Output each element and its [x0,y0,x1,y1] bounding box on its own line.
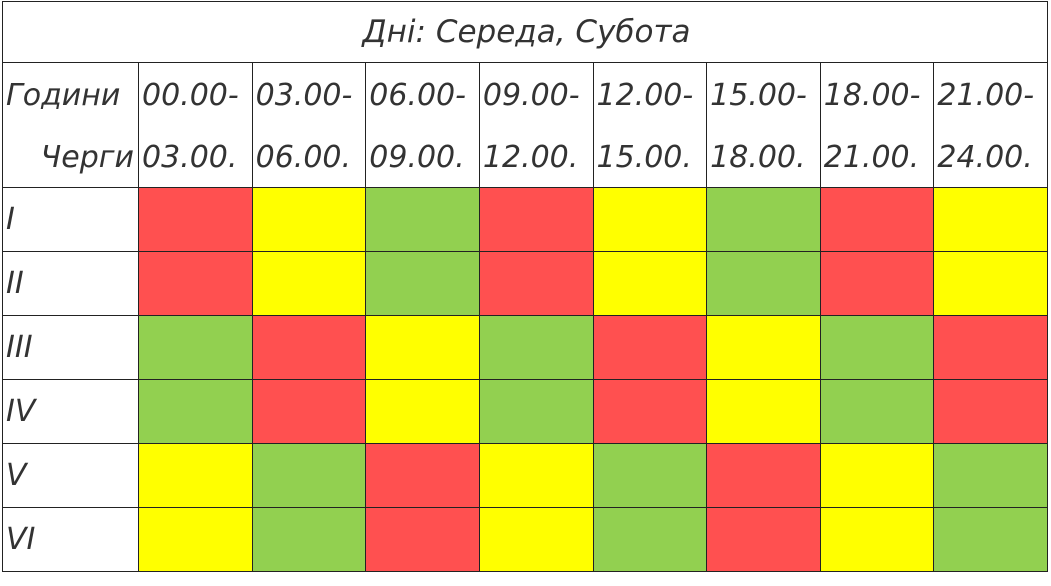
status-cell [706,315,821,380]
queue-row: V [2,443,1048,508]
hour-end: 12.00. [478,127,594,188]
status-cell [933,251,1048,316]
hour-start: 00.00- [138,62,253,127]
queue-row: II [2,251,1048,316]
hour-end: 15.00. [592,127,708,188]
queue-row: IV [2,379,1048,444]
status-cell [592,507,708,572]
hour-start: 03.00- [251,62,367,127]
queue-label: VI [2,507,139,572]
status-cell [251,379,367,444]
status-cell [592,187,708,252]
status-cell [365,443,480,508]
queue-label: III [2,315,139,380]
status-cell [592,251,708,316]
status-cell [138,315,253,380]
status-cell [365,187,480,252]
title-row: Дні: Середа, Субота [2,1,1048,63]
status-cell [138,443,253,508]
status-cell [819,379,935,444]
queues-label: Черги [2,127,139,188]
status-cell [251,443,367,508]
hour-end: 18.00. [706,127,821,188]
status-cell [478,187,594,252]
status-cell [819,251,935,316]
hour-end: 03.00. [138,127,253,188]
queue-row: VI [2,507,1048,572]
status-cell [819,187,935,252]
status-cell [592,315,708,380]
status-cell [478,507,594,572]
status-cell [478,251,594,316]
status-cell [706,507,821,572]
hour-end: 21.00. [819,127,935,188]
status-cell [933,443,1048,508]
status-cell [365,251,480,316]
status-cell [251,507,367,572]
queue-label: V [2,443,139,508]
hour-start: 09.00- [478,62,594,127]
queue-row: III [2,315,1048,380]
queue-row: I [2,187,1048,252]
hour-start: 21.00- [933,62,1048,127]
hour-start: 06.00- [365,62,480,127]
status-cell [365,315,480,380]
status-cell [138,379,253,444]
status-cell [592,379,708,444]
status-cell [251,187,367,252]
status-cell [251,251,367,316]
status-cell [933,379,1048,444]
status-cell [138,507,253,572]
table-body: Дні: Середа, Субота Години 00.00- 03.00- 06… [2,1,1048,572]
status-cell [933,187,1048,252]
status-cell [706,187,821,252]
status-cell [819,443,935,508]
status-cell [933,507,1048,572]
status-cell [706,251,821,316]
status-cell [138,187,253,252]
hour-end: 06.00. [251,127,367,188]
schedule-table: Дні: Середа, Субота Години 00.00- 03.00- 06… [2,1,1048,572]
status-cell [138,251,253,316]
status-cell [365,379,480,444]
status-cell [933,315,1048,380]
status-cell [478,379,594,444]
hour-start: 12.00- [592,62,708,127]
status-cell [478,443,594,508]
status-cell [251,315,367,380]
status-cell [706,443,821,508]
hour-end: 09.00. [365,127,480,188]
hour-start: 18.00- [819,62,935,127]
status-cell [478,315,594,380]
status-cell [819,507,935,572]
hours-label: Години [2,62,139,127]
status-cell [706,379,821,444]
status-cell [819,315,935,380]
status-cell [592,443,708,508]
hours-row: Години 00.00- 03.00- 06.00- 09.00- 12.00- 15.0… [2,62,1048,127]
queue-label: I [2,187,139,252]
queue-label: IV [2,379,139,444]
hour-end: 24.00. [933,127,1048,188]
status-cell [365,507,480,572]
queue-label: II [2,251,139,316]
hour-start: 15.00- [706,62,821,127]
title: Дні: Середа, Субота [2,1,1048,63]
queues-row: Черги 03.00. 06.00. 09.00. 12.00. 15.00. 18.00… [2,127,1048,188]
